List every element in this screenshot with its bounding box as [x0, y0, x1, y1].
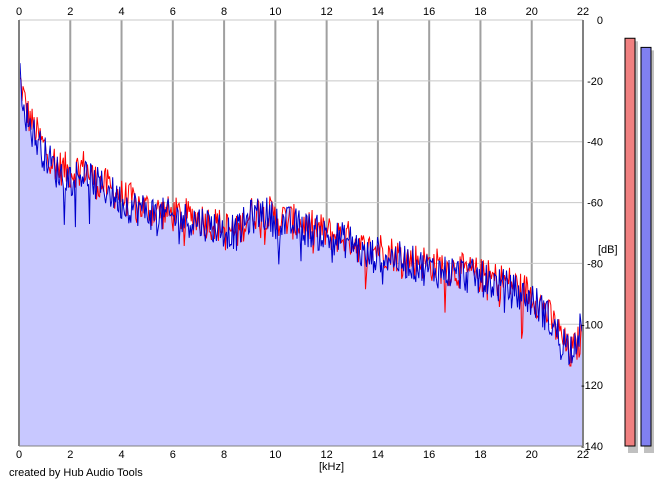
x-tick-label-top: 16 — [423, 6, 435, 18]
level-meter — [624, 37, 636, 447]
y-tick-label: -60 — [587, 198, 603, 210]
x-axis-label: [kHz] — [319, 461, 344, 473]
y-tick-label: -20 — [587, 76, 603, 88]
x-tick-label-top: 0 — [16, 6, 22, 18]
x-tick-label-bottom: 20 — [526, 449, 538, 461]
x-tick-label-top: 22 — [577, 6, 589, 18]
x-tick-label-bottom: 12 — [321, 449, 333, 461]
x-tick-label-top: 20 — [526, 6, 538, 18]
spectrum-area — [19, 63, 583, 446]
y-tick-label: 0 — [597, 15, 603, 27]
x-tick-label-top: 10 — [269, 6, 281, 18]
y-tick-label: -40 — [587, 137, 603, 149]
y-tick-label: -100 — [581, 319, 603, 331]
x-tick-label-bottom: 2 — [67, 449, 73, 461]
series-lines — [18, 63, 584, 367]
series-line — [18, 63, 584, 366]
x-tick-label-bottom: 4 — [118, 449, 124, 461]
x-tick-label-bottom: 14 — [372, 449, 384, 461]
x-tick-label-bottom: 18 — [474, 449, 486, 461]
x-tick-label-top: 6 — [170, 6, 176, 18]
x-tick-label-top: 2 — [67, 6, 73, 18]
level-meters — [624, 37, 654, 454]
y-tick-label: -80 — [587, 258, 603, 270]
x-tick-label-bottom: 22 — [577, 449, 589, 461]
y-tick-label: -120 — [581, 380, 603, 392]
x-tick-label-bottom: 8 — [221, 449, 227, 461]
y-tick-label: -140 — [581, 441, 603, 453]
x-tick-label-bottom: 10 — [269, 449, 281, 461]
x-tick-label-bottom: 16 — [423, 449, 435, 461]
x-tick-label-top: 8 — [221, 6, 227, 18]
x-tick-label-bottom: 6 — [170, 449, 176, 461]
x-tick-label-top: 18 — [474, 6, 486, 18]
x-tick-label-bottom: 0 — [16, 449, 22, 461]
x-tick-label-top: 14 — [372, 6, 384, 18]
x-tick-label-top: 4 — [118, 6, 124, 18]
credit-text: created by Hub Audio Tools — [9, 467, 143, 479]
axes — [18, 20, 584, 447]
x-tick-label-top: 12 — [321, 6, 333, 18]
tick-labels: 002244668810101212141416161818202022220-… — [16, 6, 603, 461]
level-meter — [640, 46, 652, 447]
y-axis-label: [dB] — [598, 244, 618, 256]
spectrum-fill — [19, 63, 583, 446]
